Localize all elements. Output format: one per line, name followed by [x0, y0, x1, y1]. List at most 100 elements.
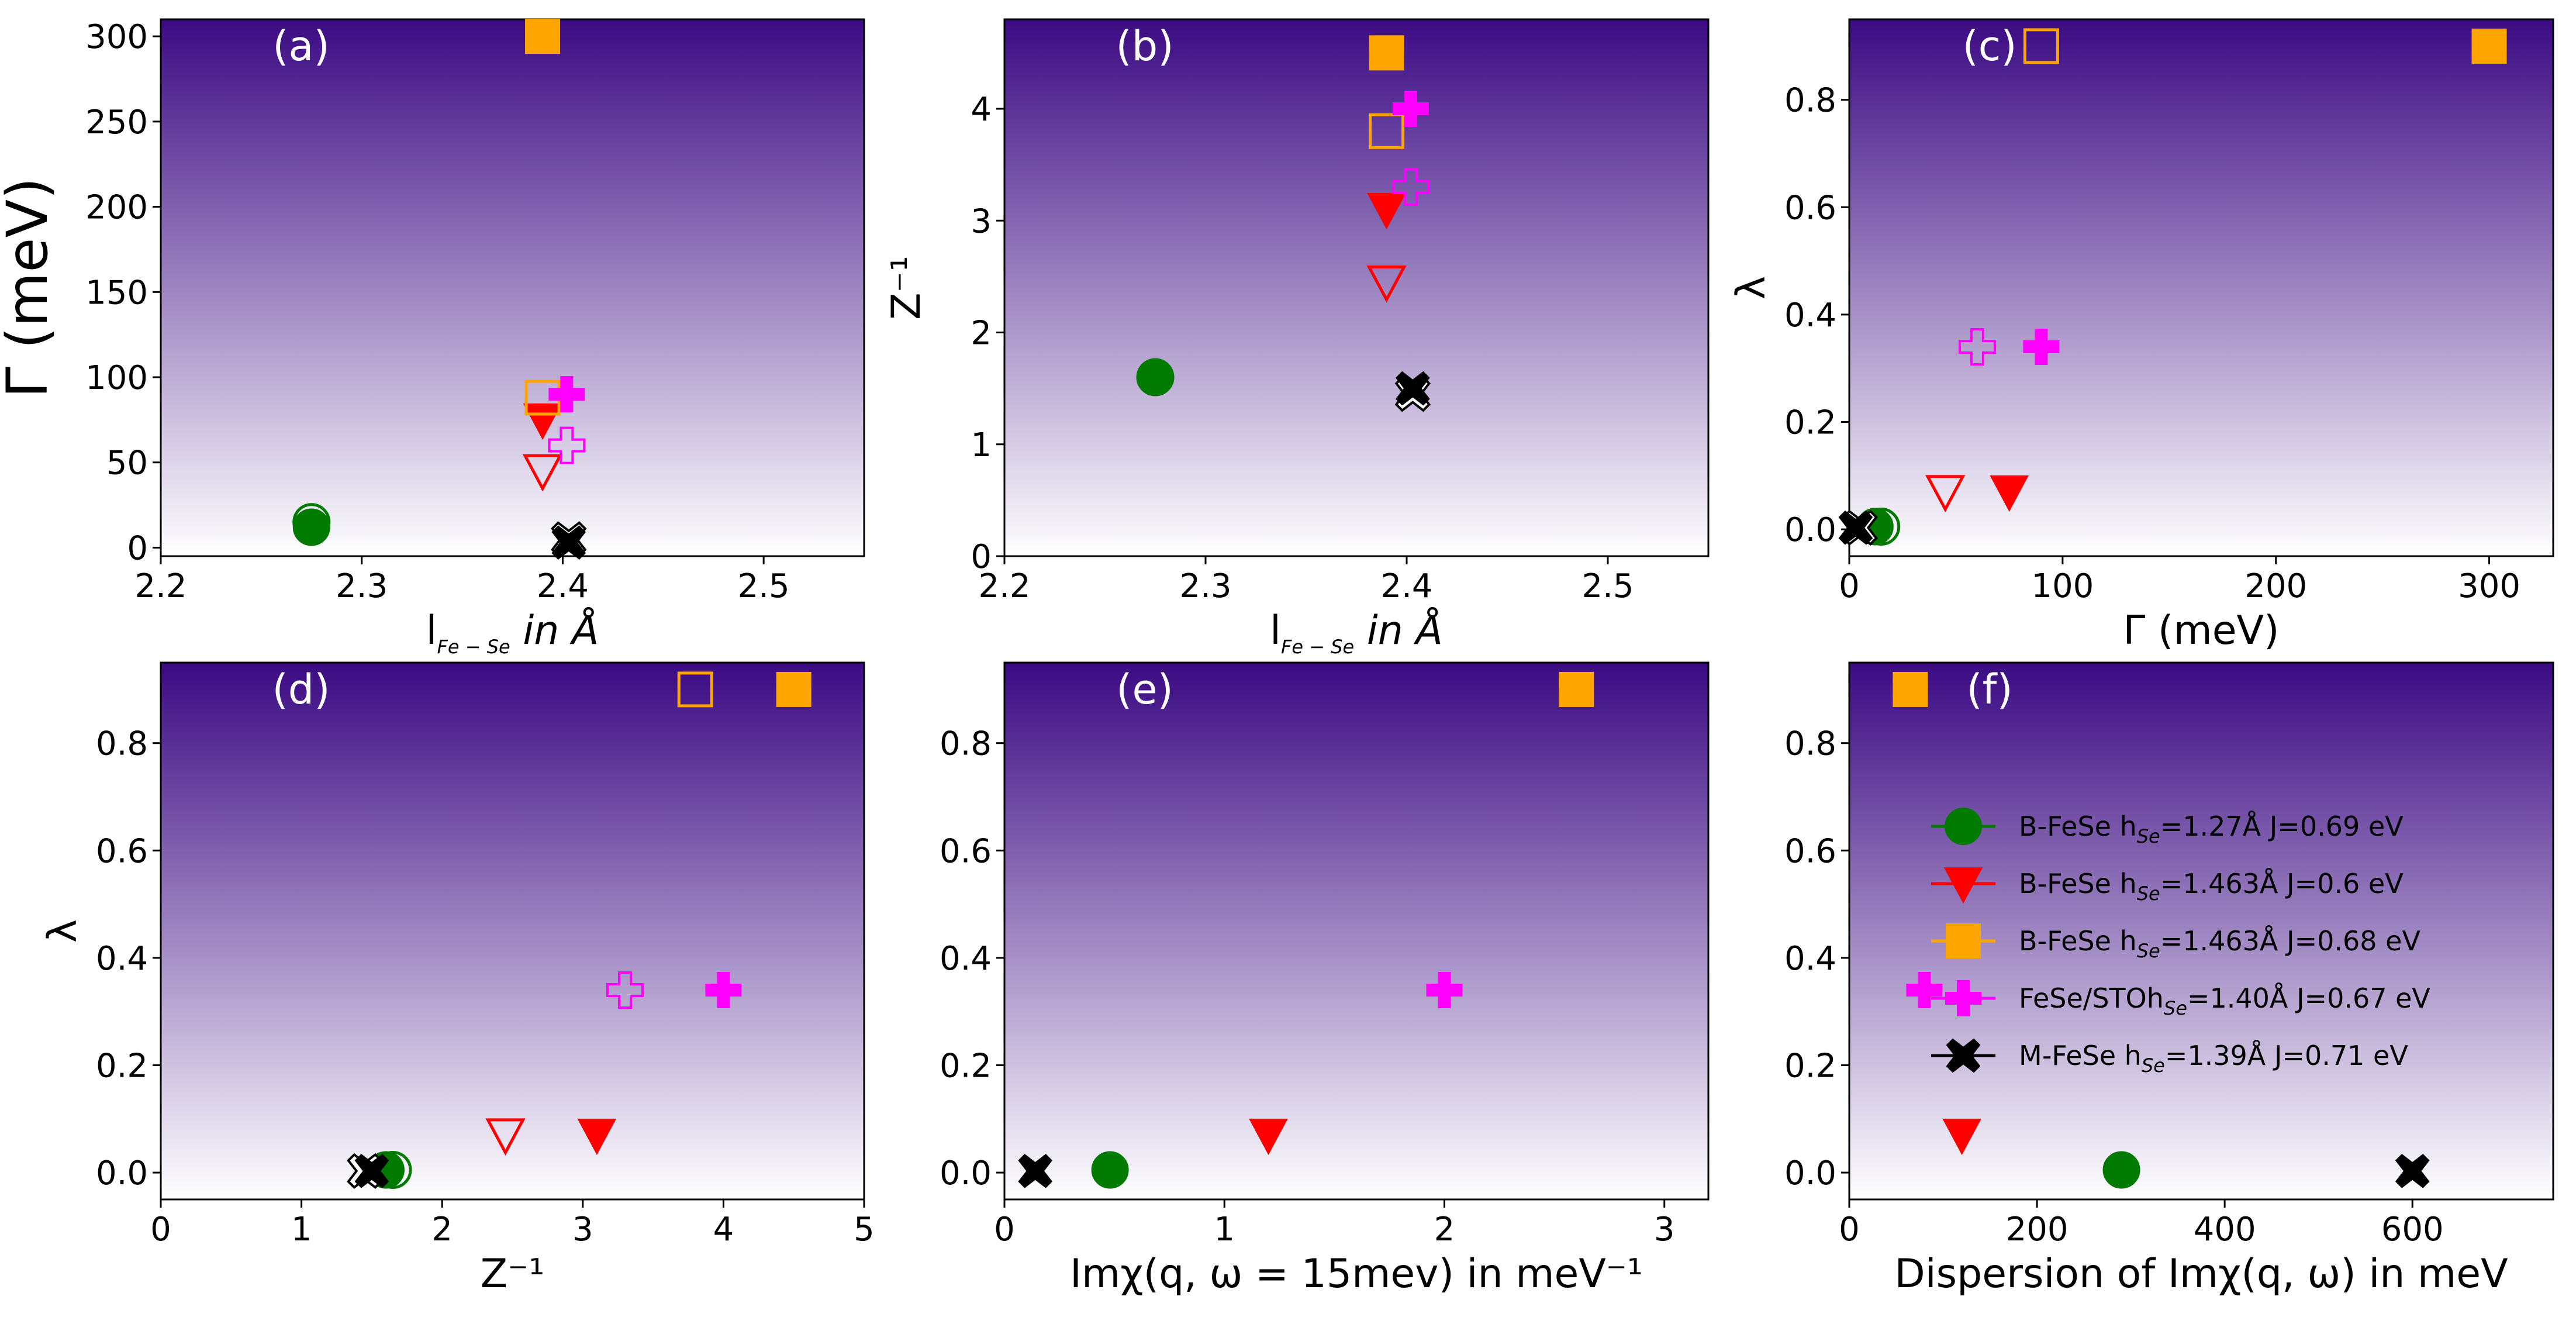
panel-b: 2.2 2.3 2.4 2.5 0 1 2 3 4 lFe − Se in Å Z⁻¹ (b): [883, 18, 1710, 658]
panel-e: 0 1 2 3 0.0 0.2 0.4 0.6 0.8 Imχ(q, ω = 15mev) in …: [940, 661, 1710, 1297]
y-tick-label: 0.0: [940, 1154, 992, 1192]
point-filled-triangle-down-marker: [577, 1118, 617, 1156]
point-filled-square-marker: [525, 19, 561, 54]
point-filled-square-marker: [1369, 35, 1404, 71]
legend-label: B-FeSe hSe=1.27Å J=0.69 eV: [2019, 811, 2404, 847]
point-filled-circle-marker: [292, 508, 330, 546]
legend-item: FeSe/STOhSe=1.40Å J=0.67 eV: [1931, 980, 2430, 1019]
legend-x-marker: [1946, 1038, 1981, 1073]
point-open-triangle-down-marker: [522, 454, 563, 492]
y-tick-label: 2: [971, 315, 992, 353]
y-tick-label: 0.6: [96, 832, 148, 870]
axes-frame: [160, 18, 865, 557]
y-tick-label: 0.8: [1784, 725, 1836, 763]
y-tick-label: 0.6: [940, 832, 992, 870]
point-filled-square-marker: [2471, 28, 2507, 64]
panel-a: 2.2 2.3 2.4 2.5 0 50 100 150 200 250 300 lFe − Se i…: [0, 18, 865, 658]
point-filled-triangle-down-marker: [1367, 193, 1406, 230]
legend-item: B-FeSe hSe=1.463Å J=0.68 eV: [1931, 923, 2420, 962]
point-filled-triangle-down-marker: [1990, 475, 2029, 512]
y-axis-label: λ: [40, 919, 86, 943]
x-tick-label: 200: [2006, 1211, 2069, 1249]
point-filled-x-marker: [354, 1154, 389, 1188]
legend-plus-marker: [1945, 980, 1981, 1016]
point-open-square-marker: [677, 671, 713, 708]
x-tick-label: 0: [1839, 1211, 1860, 1249]
y-tick-label: 150: [85, 274, 148, 312]
axes-frame: [160, 661, 865, 1201]
data-points: [1136, 35, 1431, 412]
plot-background: [161, 19, 864, 556]
point-filled-circle-marker: [1137, 358, 1174, 396]
y-tick-label: 0.4: [96, 940, 148, 978]
x-tick-label: 1: [291, 1211, 312, 1249]
panel-d: 0 1 2 3 4 5 0.0 0.2 0.4 0.6 0.8 Z⁻¹ λ (d): [40, 661, 875, 1297]
x-tick-label: 400: [2194, 1211, 2256, 1249]
y-tick-label: 0.2: [1784, 1047, 1836, 1085]
legend-label: FeSe/STOhSe=1.40Å J=0.67 eV: [2019, 982, 2430, 1019]
x-axis-label: Dispersion of Imχ(q, ω) in meV: [1894, 1251, 2508, 1297]
y-axis-label: Z⁻¹: [883, 256, 930, 320]
y-tick-label: 200: [85, 189, 148, 227]
x-tick-label: 600: [2381, 1211, 2444, 1249]
y-tick-label: 0.0: [1784, 1154, 1836, 1192]
y-tick-label: 0.0: [96, 1154, 148, 1192]
x-tick-label: 2: [431, 1211, 453, 1249]
legend-label: B-FeSe hSe=1.463Å J=0.68 eV: [2019, 925, 2420, 962]
panel-label: (c): [1962, 22, 2016, 70]
point-open-triangle-down-marker: [1925, 475, 1966, 513]
point-open-plus-marker: [1958, 327, 1996, 366]
x-tick-label: 2.5: [1581, 567, 1634, 605]
y-axis-label: λ: [1728, 276, 1774, 299]
x-tick-label: 2.5: [738, 567, 790, 605]
x-tick-label: 200: [2244, 567, 2307, 605]
data-points: [1018, 671, 1594, 1189]
x-tick-label: 0: [994, 1211, 1015, 1249]
x-tick-label: 2.4: [1380, 567, 1432, 605]
y-tick-label: 0: [971, 538, 992, 576]
panel-label: (a): [272, 22, 330, 70]
plot-background: [1004, 19, 1708, 556]
legend-circle-marker: [1945, 808, 1982, 845]
x-tick-label: 0: [1839, 567, 1860, 605]
x-tick-label: 2.2: [978, 567, 1030, 605]
point-filled-x-marker: [1395, 371, 1430, 406]
x-axis-label: Z⁻¹: [481, 1251, 545, 1297]
x-axis-label: Imχ(q, ω = 15mev) in meV⁻¹: [1070, 1251, 1643, 1297]
x-tick-label: 100: [2031, 567, 2094, 605]
data-points: [292, 19, 587, 560]
y-tick-label: 0.6: [1784, 189, 1836, 227]
x-axis-label: lFe − Se in Å: [426, 606, 599, 658]
panel-f: 0 200 400 600 0.0 0.2 0.4 0.6 0.8 Dispersion of I…: [1784, 661, 2554, 1297]
legend: B-FeSe hSe=1.27Å J=0.69 eV B-FeSe hSe=1.4…: [1931, 808, 2430, 1077]
point-filled-x-marker: [551, 525, 586, 560]
y-tick-label: 0.4: [1784, 297, 1836, 335]
x-tick-label: 0: [150, 1211, 171, 1249]
x-tick-label: 2.3: [336, 567, 388, 605]
x-tick-label: 2.3: [1179, 567, 1231, 605]
y-tick-label: 50: [106, 444, 148, 482]
legend-square-marker: [1946, 923, 1981, 959]
axes-frame: [1848, 18, 2554, 557]
point-open-plus-marker: [1391, 168, 1429, 206]
x-tick-label: 2.4: [537, 567, 589, 605]
axes-frame: [1003, 661, 1710, 1201]
panel-c: 0 100 200 300 0.0 0.2 0.4 0.6 0.8 Γ (meV) λ (c): [1728, 18, 2554, 654]
legend-item: M-FeSe hSe=1.39Å J=0.71 eV: [1931, 1038, 2408, 1077]
y-tick-label: 300: [85, 18, 148, 56]
legend-label: B-FeSe hSe=1.463Å J=0.6 eV: [2019, 868, 2404, 905]
panel-label: (f): [1966, 666, 2012, 713]
y-tick-label: 1: [971, 426, 992, 464]
point-open-plus-marker: [606, 971, 644, 1009]
point-open-triangle-down-marker: [1366, 265, 1407, 303]
plot-background: [1849, 19, 2553, 556]
legend-item: B-FeSe hSe=1.463Å J=0.6 eV: [1931, 867, 2404, 905]
x-tick-label: 2: [1434, 1211, 1455, 1249]
legend-triangle-down-marker: [1943, 867, 1983, 904]
y-tick-label: 0.4: [940, 940, 992, 978]
data-points: [1893, 671, 2430, 1189]
point-filled-triangle-down-marker: [1249, 1118, 1288, 1156]
x-tick-label: 300: [2458, 567, 2520, 605]
axes-frame: [1003, 18, 1710, 557]
